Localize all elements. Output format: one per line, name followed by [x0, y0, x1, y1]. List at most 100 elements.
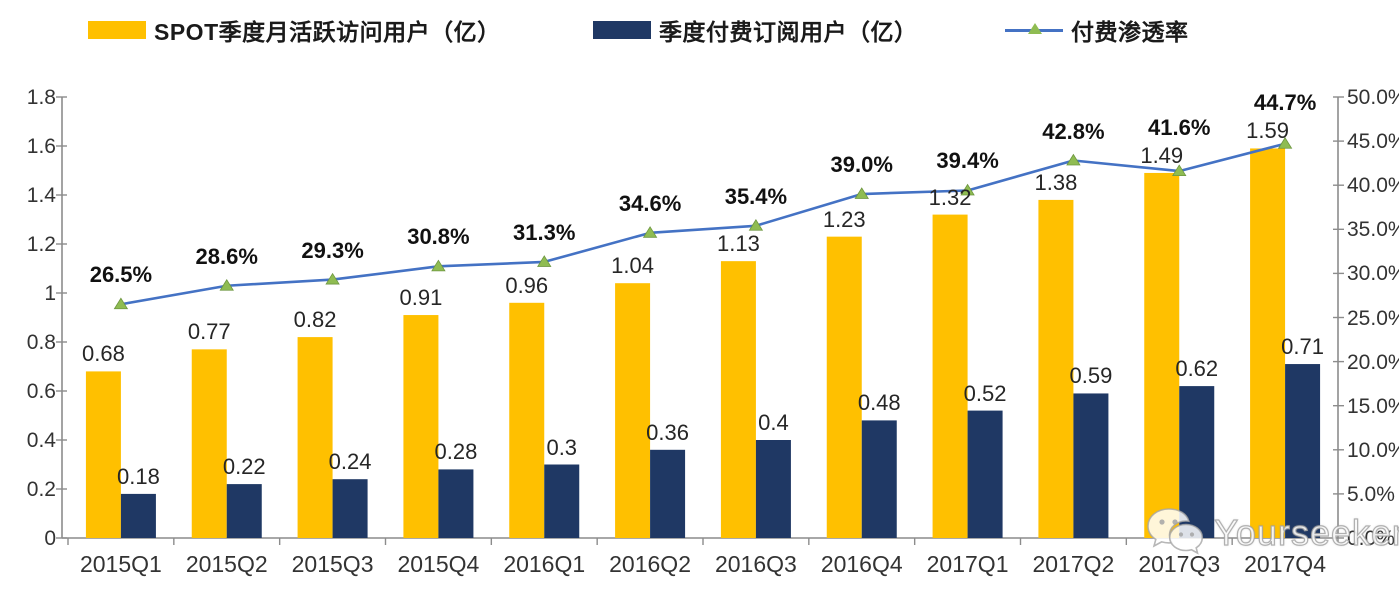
mau-value-label: 0.96: [505, 272, 549, 298]
subs-bar: [438, 469, 474, 538]
penetration-value-label: 28.6%: [195, 243, 258, 269]
right-axis-tick-label: 25.0%: [1347, 306, 1399, 330]
legend-item-penetration: 付费渗透率: [1005, 16, 1189, 45]
x-axis-category-label: 2017Q4: [1244, 551, 1326, 577]
x-axis-category-label: 2015Q4: [397, 551, 480, 577]
left-axis-tick-label: 0.4: [26, 429, 56, 452]
penetration-value-label: 42.8%: [1042, 118, 1105, 144]
x-axis-category-label: 2016Q4: [820, 551, 903, 577]
penetration-marker: [325, 272, 340, 285]
legend-swatch-subs: [593, 21, 651, 39]
subs-bar: [755, 440, 791, 538]
x-axis-category-label: 2016Q3: [714, 551, 797, 577]
mau-value-label: 1.38: [1034, 169, 1078, 195]
subs-value-label: 0.62: [1175, 356, 1219, 382]
subs-bar: [226, 484, 262, 538]
right-axis-tick-label: 0.0%: [1347, 527, 1395, 550]
penetration-value-label: 44.7%: [1253, 90, 1317, 116]
penetration-value-label: 34.6%: [618, 190, 682, 216]
left-axis-tick-label: 1: [44, 282, 56, 305]
left-axis-tick-label: 1.8: [26, 86, 56, 109]
left-axis-tick-label: 0.8: [26, 331, 56, 354]
penetration-value-label: 35.4%: [724, 183, 788, 209]
mau-bar: [615, 283, 651, 538]
legend-label-subs: 季度付费订阅用户（亿）: [659, 19, 918, 45]
left-axis-tick-label: 1.6: [26, 135, 56, 158]
penetration-marker: [1172, 164, 1187, 176]
mau-bar: [826, 236, 862, 538]
subs-value-label: 0.28: [434, 439, 478, 465]
legend-triangle-marker-icon: [1028, 23, 1042, 34]
left-axis-tick-label: 1.2: [26, 233, 56, 256]
penetration-marker: [642, 226, 658, 238]
penetration-marker: [1066, 153, 1081, 166]
right-axis-tick-label: 40.0%: [1347, 174, 1399, 198]
mau-bar: [720, 261, 756, 538]
mau-value-label: 1.23: [822, 206, 866, 232]
x-axis-category-label: 2017Q2: [1032, 551, 1115, 577]
right-axis-tick-label: 15.0%: [1347, 394, 1399, 418]
penetration-marker: [748, 219, 764, 231]
mau-value-label: 1.49: [1140, 142, 1184, 168]
penetration-value-label: 26.5%: [89, 262, 153, 288]
penetration-value-label: 30.8%: [407, 224, 470, 250]
penetration-value-label: 31.3%: [513, 219, 576, 245]
right-axis-tick-label: 30.0%: [1347, 262, 1399, 286]
penetration-value-label: 39.0%: [830, 152, 893, 178]
subs-bar: [332, 479, 368, 538]
legend-swatch-mau: [88, 21, 146, 39]
mau-value-label: 1.04: [611, 253, 654, 279]
right-axis-tick-label: 45.0%: [1347, 130, 1399, 154]
subs-value-label: 0.24: [328, 449, 372, 475]
x-axis-category-label: 2017Q3: [1138, 551, 1221, 577]
penetration-line: [120, 142, 1286, 306]
mau-bar: [1038, 199, 1074, 538]
mau-bar: [297, 337, 333, 538]
penetration-marker: [960, 183, 975, 196]
subs-bar: [544, 464, 580, 538]
mau-value-label: 0.82: [293, 307, 337, 333]
mau-bar: [191, 349, 227, 538]
legend-line-marker-icon: [1005, 21, 1063, 39]
mau-value-label: 1.13: [716, 231, 760, 257]
penetration-marker: [113, 297, 129, 310]
subs-value-label: 0.48: [857, 390, 901, 416]
penetration-marker: [219, 278, 234, 291]
subs-bar: [861, 420, 897, 538]
mau-value-label: 1.59: [1246, 118, 1289, 144]
right-axis-tick-label: 35.0%: [1347, 218, 1399, 242]
subs-value-label: 0.59: [1069, 363, 1113, 389]
left-axis-tick-label: 1.4: [26, 184, 56, 207]
x-axis-category-label: 2015Q1: [79, 551, 162, 577]
right-axis-tick-label: 10.0%: [1347, 438, 1399, 462]
subs-bar: [650, 449, 686, 538]
left-axis-tick-label: 0.2: [26, 478, 56, 501]
mau-value-label: 1.32: [928, 184, 972, 210]
subs-value-label: 0.36: [646, 419, 689, 445]
subs-value-label: 0.52: [963, 380, 1007, 406]
x-axis-category-label: 2017Q1: [926, 551, 1009, 577]
left-axis-tick-label: 0: [44, 527, 56, 550]
right-axis-tick-label: 20.0%: [1347, 350, 1399, 374]
penetration-marker: [431, 259, 446, 272]
x-axis-category-label: 2015Q2: [185, 551, 268, 577]
mau-bar: [85, 371, 121, 538]
penetration-marker: [1277, 136, 1293, 149]
subs-value-label: 0.18: [116, 463, 160, 489]
legend-label-penetration: 付费渗透率: [1071, 19, 1189, 45]
mau-value-label: 0.68: [81, 341, 125, 367]
mau-bar: [403, 315, 439, 538]
x-axis-category-label: 2016Q1: [503, 551, 586, 577]
mau-value-label: 0.91: [399, 285, 443, 311]
subs-bar: [1179, 386, 1215, 538]
penetration-value-label: 29.3%: [301, 237, 364, 263]
x-axis-category-label: 2016Q2: [609, 551, 691, 577]
penetration-marker: [537, 255, 552, 267]
right-axis-tick-label: 5.0%: [1347, 482, 1395, 506]
subs-value-label: 0.22: [222, 454, 266, 480]
legend-item-subs: 季度付费订阅用户（亿）: [593, 16, 918, 45]
left-axis-tick-label: 0.6: [26, 380, 56, 403]
mau-bar: [1250, 148, 1286, 538]
